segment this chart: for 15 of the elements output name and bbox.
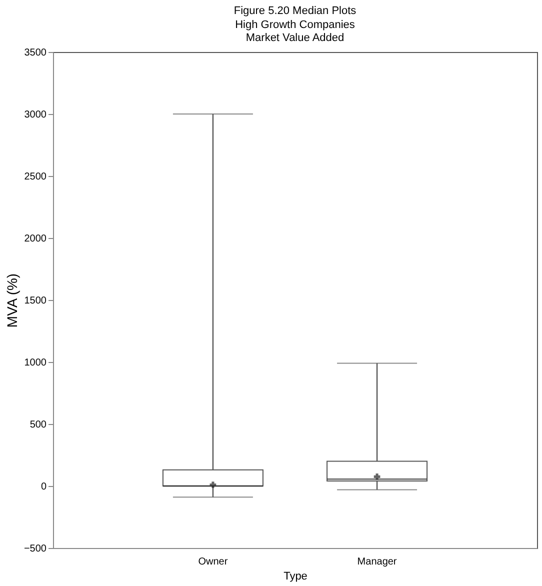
y-tick-label: −500 xyxy=(24,544,47,554)
y-tick-label: 2000 xyxy=(24,234,47,244)
y-tick-label: 3000 xyxy=(24,110,47,120)
x-tick-label: Owner xyxy=(198,556,228,568)
y-axis-title: MVA (%) xyxy=(4,273,20,328)
y-tick-label: 3500 xyxy=(24,48,47,58)
x-tick-label: Manager xyxy=(357,556,398,568)
chart-subtitle: High Growth Companies Market Value Added xyxy=(235,19,356,44)
y-tick-label: 1000 xyxy=(24,358,47,368)
y-tick-label: 2500 xyxy=(24,172,47,182)
y-tick-label: 1500 xyxy=(24,296,47,306)
chart-title: Figure 5.20 Median Plots xyxy=(234,5,357,17)
y-tick-label: 0 xyxy=(40,482,47,492)
y-tick-label: 500 xyxy=(30,420,47,430)
x-axis-title: Type xyxy=(284,570,308,582)
